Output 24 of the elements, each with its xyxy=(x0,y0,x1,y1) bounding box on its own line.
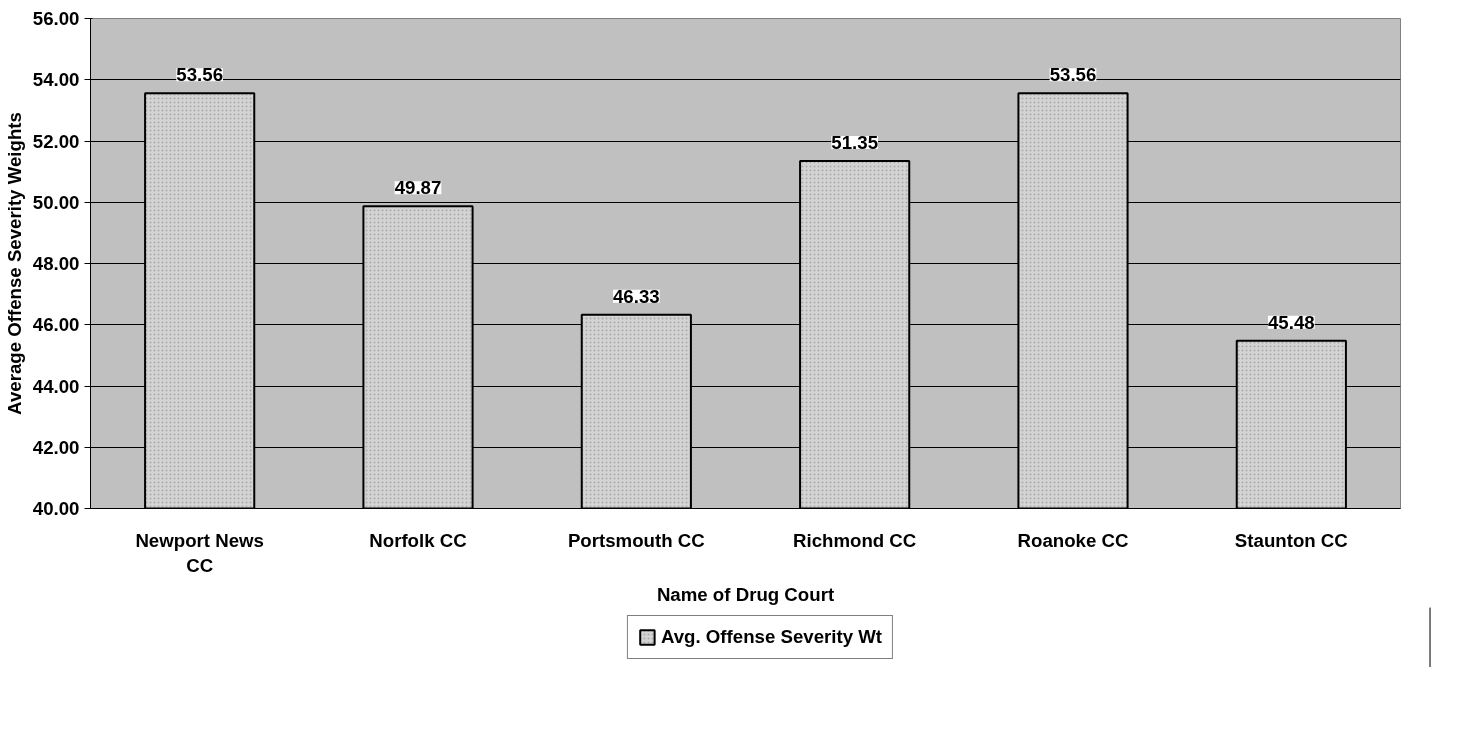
y-tick-label: 40.00 xyxy=(32,498,80,519)
y-tick-label: 42.00 xyxy=(32,436,80,458)
x-tick-label: Newport News CC xyxy=(135,529,264,576)
legend-label: Avg. Offense Severity Wt xyxy=(660,626,883,648)
y-axis-title: Average Offense Severity Weights xyxy=(3,112,25,415)
data-label: 49.87 xyxy=(394,177,442,199)
x-tick-label: Roanoke CC xyxy=(1017,529,1129,551)
x-tick-label: Norfolk CC xyxy=(369,529,467,551)
data-label: 51.35 xyxy=(831,131,879,153)
y-tick-label: 56.00 xyxy=(32,8,80,29)
x-tick-label: Portsmouth CC xyxy=(567,529,705,551)
x-axis-title: Name of Drug Court xyxy=(656,583,835,605)
y-tick-label: 44.00 xyxy=(32,375,80,397)
x-tick-label: Staunton CC xyxy=(1234,529,1348,551)
data-label: 53.56 xyxy=(1049,64,1097,86)
data-label: 53.56 xyxy=(176,64,224,86)
data-label: 46.33 xyxy=(612,285,660,307)
y-tick-label: 48.00 xyxy=(32,253,80,274)
x-tick-label: Richmond CC xyxy=(793,529,917,551)
y-tick-label: 52.00 xyxy=(32,130,80,152)
data-label: 45.48 xyxy=(1267,311,1315,333)
y-tick-label: 46.00 xyxy=(32,314,80,336)
y-tick-label: 54.00 xyxy=(32,69,80,91)
y-tick-label: 50.00 xyxy=(32,191,80,213)
